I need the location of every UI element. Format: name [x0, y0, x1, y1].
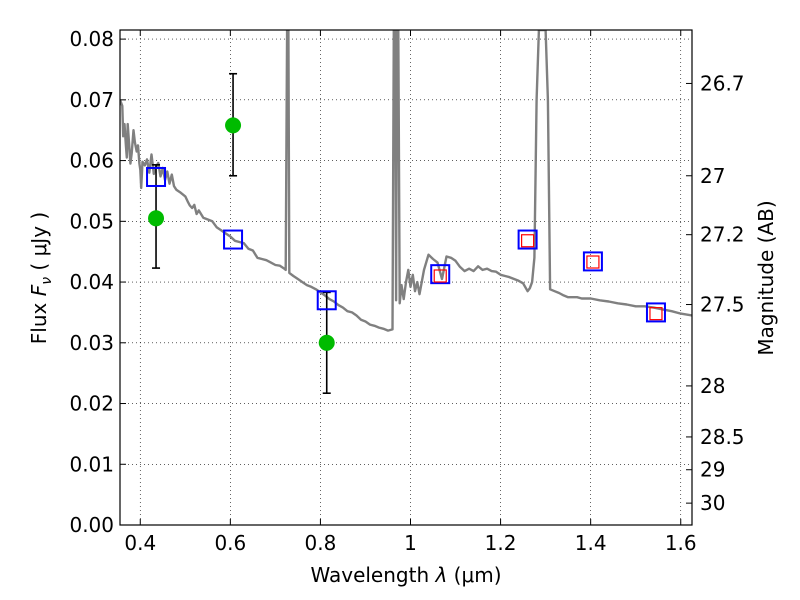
y2-tick-label: 27.5: [700, 293, 745, 317]
y-tick-label: 0.07: [69, 88, 114, 112]
model-square-red: [433, 269, 447, 283]
model-square-blue: [645, 302, 666, 323]
model-square-blue: [582, 251, 603, 272]
y-tick-label: 0.05: [69, 209, 114, 233]
y2-tick-label: 27: [700, 164, 725, 188]
model-square-blue: [430, 264, 451, 285]
y-tick-label: 0.04: [69, 270, 114, 294]
y-tick-label: 0.02: [69, 392, 114, 416]
y-tick-label: 0.01: [69, 452, 114, 476]
y2-tick-label: 28: [700, 374, 725, 398]
x-tick-label: 0.4: [124, 531, 156, 555]
model-square-blue: [146, 166, 167, 187]
x-tick-label: 1.2: [485, 531, 517, 555]
model-square-blue: [517, 229, 538, 250]
y2-tick-label: 30: [700, 491, 725, 515]
model-square-red: [649, 307, 663, 321]
model-square-blue: [316, 290, 337, 311]
y2-tick-label: 28.5: [700, 425, 745, 449]
x-tick-label: 0.8: [305, 531, 337, 555]
y2-axis-label: Magnitude (AB): [754, 200, 778, 355]
y2-tick-label: 27.2: [700, 223, 745, 247]
x-tick-label: 1.4: [575, 531, 607, 555]
observed-point: [318, 334, 335, 351]
y-tick-label: 0.06: [69, 149, 114, 173]
ticks: 0.4 0.6 0.8 1 1.2 1.4 1.6 0.00 0.01 0.02 0.03 0.04 0…: [69, 27, 744, 555]
x-tick-label: 1.6: [665, 531, 697, 555]
y-tick-label: 0.08: [69, 27, 114, 51]
y-tick-label: 0.03: [69, 331, 114, 355]
sed-model-line: [120, 30, 692, 332]
observed-point: [148, 210, 165, 227]
x-axis-label: Wavelength λ (μm): [310, 563, 501, 587]
model-square-red: [586, 255, 600, 269]
y2-tick-label: 26.7: [700, 71, 745, 95]
y-axis-label: Flux Fν ( μJy ): [27, 212, 55, 344]
model-square-red: [521, 234, 535, 248]
model-square-blue: [223, 229, 244, 250]
y-tick-label: 0.00: [69, 513, 114, 537]
plot-frame: [119, 29, 693, 526]
plot-area: [120, 30, 692, 395]
y2-tick-label: 29: [700, 458, 725, 482]
x-tick-label: 0.6: [214, 531, 246, 555]
grid: [120, 30, 692, 525]
x-tick-label: 1: [404, 531, 417, 555]
observed-point: [225, 117, 242, 134]
